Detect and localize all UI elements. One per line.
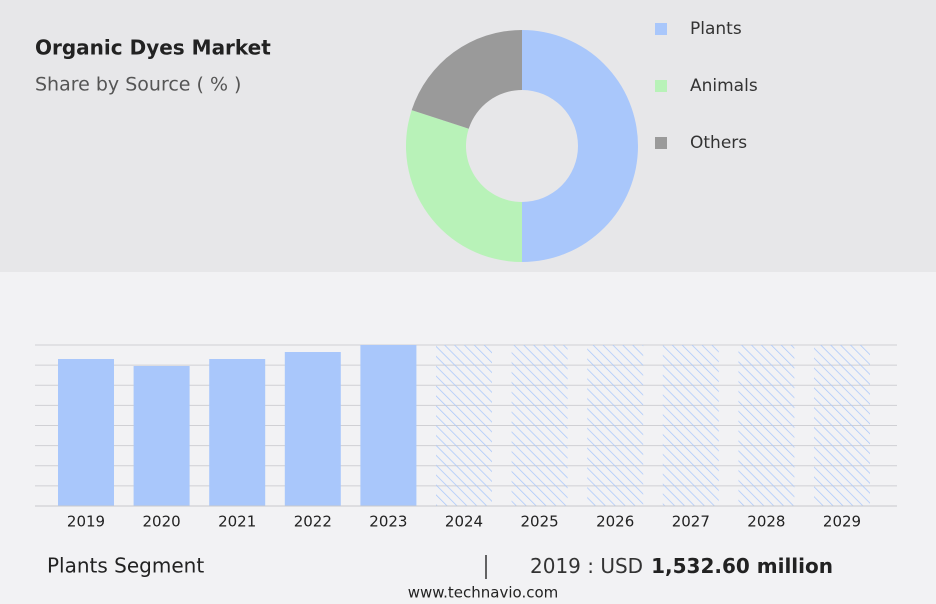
year-label: 2019 : USD <box>530 554 643 578</box>
donut-slice <box>405 110 522 263</box>
donut <box>405 30 638 263</box>
forecast-placeholder <box>436 345 492 506</box>
donut-slice <box>522 30 638 262</box>
bar-chart: 2019 2020 2021 2022 2023 2024 2025 2026 2027 2028… <box>35 344 897 531</box>
chart-subtitle: Share by Source ( % ) <box>35 74 241 96</box>
x-tick-label: 2019 <box>67 513 105 531</box>
legend-label: Plants <box>690 19 742 39</box>
footer-value: 2019 : USD 1,532.60 million <box>530 554 833 578</box>
x-tick-label: 2023 <box>369 513 407 531</box>
x-tick-label: 2024 <box>445 513 483 531</box>
chart-title: Organic Dyes Market <box>35 36 271 60</box>
forecast-placeholder <box>738 345 795 506</box>
x-tick-label: 2029 <box>823 513 861 531</box>
donut-slice <box>411 30 522 129</box>
segment-label: Plants Segment <box>47 554 204 578</box>
forecast-placeholder <box>587 345 644 506</box>
x-tick-label: 2028 <box>747 513 785 531</box>
x-tick-label: 2026 <box>596 513 634 531</box>
x-tick-label: 2020 <box>143 513 181 531</box>
x-tick-label: 2025 <box>521 513 559 531</box>
legend-swatch <box>655 137 667 149</box>
legend-swatch <box>655 80 667 92</box>
bar <box>58 359 114 506</box>
legend: Plants Animals Others <box>655 19 758 153</box>
bar <box>284 352 341 506</box>
bar <box>209 359 266 506</box>
forecast-placeholder <box>511 345 568 506</box>
value: 1,532.60 million <box>651 554 833 578</box>
forecast-placeholder <box>662 345 719 506</box>
legend-label: Animals <box>690 76 758 96</box>
x-tick-label: 2022 <box>294 513 332 531</box>
bar <box>133 366 190 506</box>
forecast-placeholder <box>814 345 870 506</box>
x-tick-label: 2027 <box>672 513 710 531</box>
legend-label: Others <box>690 133 747 153</box>
source: www.technavio.com <box>408 584 559 602</box>
legend-swatch <box>655 23 667 35</box>
bar <box>360 345 417 506</box>
x-tick-label: 2021 <box>218 513 256 531</box>
